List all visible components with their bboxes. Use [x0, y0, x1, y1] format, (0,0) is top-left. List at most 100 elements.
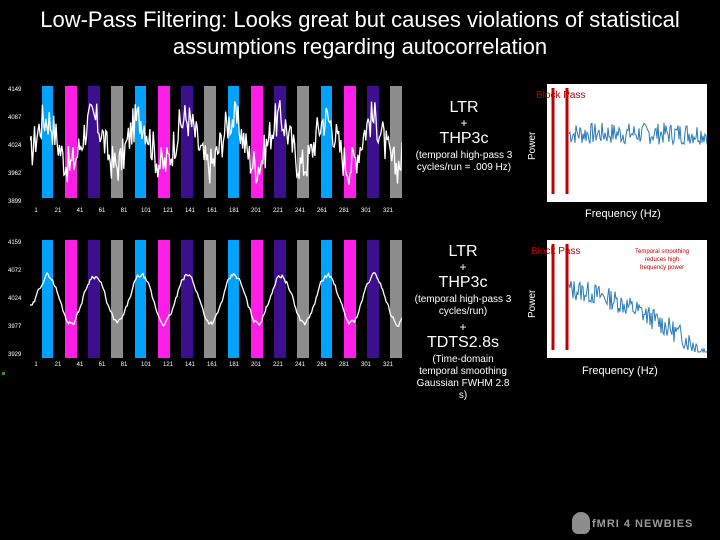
top-detail: (temporal high-pass 3 cycles/run = .009 … — [415, 150, 513, 173]
block-stripe — [274, 86, 286, 198]
x-tick-label: 41 — [76, 208, 84, 214]
x-tick-label: 201 — [250, 362, 262, 368]
x-tick-label: 321 — [382, 208, 394, 214]
x-tick-label: 261 — [316, 208, 328, 214]
x-tick-label: 1 — [34, 208, 38, 214]
block-stripe — [297, 240, 309, 358]
block-stripe — [134, 86, 147, 198]
top-spec-xlabel: Frequency (Hz) — [585, 208, 661, 220]
bottom-detail: (temporal high-pass 3 cycles/run) — [414, 294, 512, 317]
bottom-spec-xlabel: Frequency (Hz) — [582, 365, 658, 377]
block-stripe — [181, 240, 193, 358]
x-tick-label: 281 — [338, 208, 350, 214]
bottom-spec-ylabel: Power — [527, 289, 538, 318]
bottom-thp: THP3c — [438, 274, 488, 291]
x-tick-label: 21 — [54, 208, 62, 214]
x-tick-label: 181 — [228, 208, 240, 214]
x-tick-label: 181 — [228, 362, 240, 368]
bottom-ltr: LTR — [448, 243, 478, 260]
block-stripe — [227, 86, 240, 198]
x-tick-label: 141 — [184, 208, 196, 214]
bottom-trace — [30, 271, 402, 327]
top-spectrum — [546, 84, 710, 202]
block-stripe — [390, 86, 402, 198]
block-stripe — [320, 86, 333, 198]
block-stripe — [181, 86, 193, 198]
block-stripe — [41, 86, 54, 198]
x-tick-label: 221 — [272, 362, 284, 368]
x-tick-label: 81 — [120, 362, 128, 368]
y-tick-label: 4087 — [8, 115, 22, 121]
top-spec-ylabel: Power — [527, 131, 538, 160]
x-tick-label: 261 — [316, 362, 328, 368]
y-tick-label: 4024 — [8, 296, 22, 302]
bottom-block-pass: Block Pass — [531, 246, 581, 257]
block-stripe — [297, 86, 309, 198]
block-stripe — [274, 240, 286, 358]
block-stripe — [320, 240, 333, 358]
top-plus: + — [460, 116, 468, 130]
block-stripe — [343, 86, 356, 198]
bottom-timeseries — [30, 240, 402, 358]
top-ltr: LTR — [449, 99, 479, 116]
block-stripe — [204, 86, 216, 198]
block-stripe — [250, 240, 263, 358]
x-tick-label: 81 — [120, 208, 128, 214]
skull-icon — [572, 512, 590, 534]
x-tick-label: 321 — [382, 362, 394, 368]
block-stripe — [390, 240, 402, 358]
block-stripe — [204, 240, 216, 358]
x-tick-label: 221 — [272, 208, 284, 214]
block-stripe — [227, 240, 240, 358]
bottom-plus2: + — [459, 320, 467, 334]
x-tick-label: 121 — [162, 362, 174, 368]
block-stripe — [367, 86, 379, 198]
x-tick-label: 161 — [206, 208, 218, 214]
block-stripe — [41, 240, 54, 358]
x-tick-label: 101 — [140, 362, 152, 368]
y-tick-label: 4024 — [8, 143, 22, 149]
bottom-tdts: TDTS2.8s — [426, 334, 499, 351]
block-stripe — [250, 86, 263, 198]
top-block-pass: Block Pass — [536, 90, 586, 101]
y-tick-label: 4072 — [8, 268, 22, 274]
y-tick-label: 4159 — [8, 240, 22, 246]
y-tick-label: 3899 — [8, 199, 22, 205]
block-stripe — [64, 86, 77, 198]
signal-line — [30, 271, 402, 327]
top-trace — [30, 100, 402, 185]
x-tick-label: 141 — [184, 362, 196, 368]
top-caption: LTR + THP3c (temporal high-pass 3 cycles… — [412, 98, 516, 174]
x-tick-label: 241 — [294, 208, 306, 214]
top-timeseries — [30, 86, 402, 198]
logo-text: fMRI 4 NEWBIES — [592, 518, 694, 530]
x-tick-label: 241 — [294, 362, 306, 368]
block-stripe — [134, 240, 147, 358]
title-line1: Low-Pass Filtering: Looks great but caus… — [40, 7, 680, 32]
x-tick-label: 281 — [338, 362, 350, 368]
x-tick-label: 101 — [140, 208, 152, 214]
x-tick-label: 41 — [76, 362, 84, 368]
block-stripe — [367, 240, 379, 358]
block-stripe — [111, 240, 123, 358]
block-stripe — [343, 240, 356, 358]
stray-mark — [2, 372, 5, 375]
top-spectrum-plot — [551, 88, 710, 194]
bottom-caption: LTR + THP3c (temporal high-pass 3 cycles… — [410, 242, 516, 402]
x-tick-label: 61 — [98, 208, 106, 214]
top-thp: THP3c — [439, 130, 489, 147]
block-stripe — [157, 86, 170, 198]
bottom-detail2: (Time-domain temporal smoothing Gaussian… — [416, 354, 510, 401]
x-tick-label: 1 — [34, 362, 38, 368]
x-tick-label: 61 — [98, 362, 106, 368]
spectrum-line — [568, 122, 710, 147]
block-stripe — [88, 86, 100, 198]
spectrum-line — [568, 280, 710, 354]
bottom-plus1: + — [459, 260, 467, 274]
slide-title: Low-Pass Filtering: Looks great but caus… — [0, 6, 720, 60]
x-tick-label: 301 — [360, 208, 372, 214]
block-stripe — [64, 240, 77, 358]
bottom-spectrum — [546, 240, 710, 358]
block-stripe — [111, 86, 123, 198]
y-tick-label: 3962 — [8, 171, 22, 177]
